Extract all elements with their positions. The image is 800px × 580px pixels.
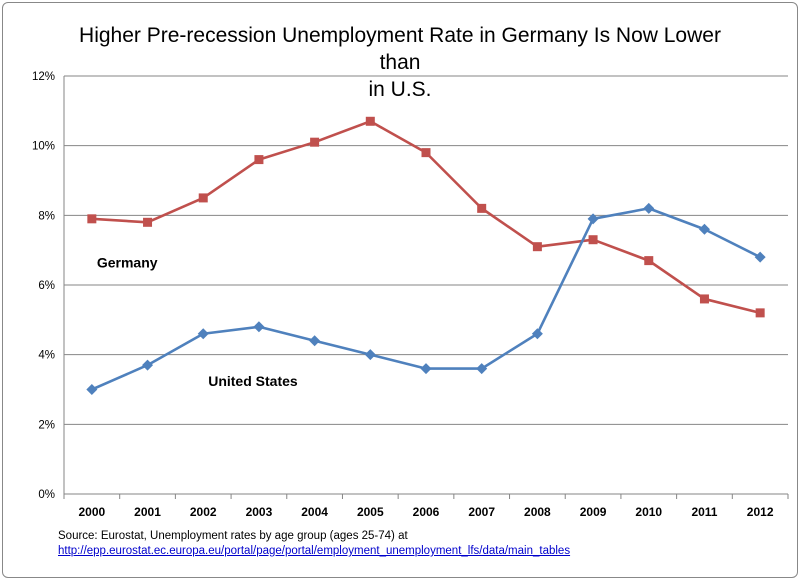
data-point-united-states	[754, 251, 766, 263]
x-tick-label: 2007	[468, 505, 495, 519]
y-tick-label: 2%	[38, 419, 55, 431]
data-point-united-states	[253, 321, 265, 333]
chart-title-line-2: in U.S.	[368, 78, 432, 101]
data-point-united-states	[86, 384, 98, 395]
y-tick-label: 8%	[38, 210, 55, 222]
y-tick-label: 4%	[38, 350, 55, 362]
data-point-germany	[699, 294, 709, 304]
x-tick-label: 2004	[301, 505, 328, 519]
data-point-united-states	[364, 349, 376, 361]
series-line-united-states	[91, 207, 761, 391]
data-point-united-states	[476, 363, 488, 375]
data-point-germany	[755, 308, 765, 318]
data-point-germany	[421, 148, 431, 158]
data-point-united-states	[698, 223, 710, 235]
annotation-label: Germany	[97, 255, 158, 271]
y-tick-label: 6%	[38, 280, 55, 292]
x-tick-label: 2003	[246, 505, 273, 519]
data-point-united-states	[587, 213, 599, 225]
x-tick-label: 2008	[524, 505, 551, 519]
data-point-germany	[588, 235, 598, 245]
x-tick-label: 2011	[691, 505, 717, 519]
y-tick-label: 12%	[32, 71, 55, 83]
data-point-germany	[365, 116, 375, 126]
data-point-germany	[143, 217, 153, 227]
x-tick-label: 2002	[190, 505, 217, 519]
data-point-germany	[198, 193, 208, 203]
x-tick-label: 2000	[78, 505, 105, 519]
chart-title: Higher Pre-recession Unemployment Rate i…	[60, 22, 740, 103]
data-point-germany	[532, 242, 542, 252]
x-tick-label: 2001	[134, 505, 161, 519]
x-tick-label: 2012	[747, 505, 774, 519]
source-note: Source: Eurostat, Unemployment rates by …	[58, 529, 570, 559]
y-tick-label: 0%	[38, 489, 55, 501]
data-point-united-states	[420, 363, 432, 375]
annotation-label: United States	[208, 373, 298, 389]
data-point-germany	[254, 155, 264, 165]
data-point-united-states	[142, 359, 154, 371]
data-point-germany	[644, 256, 654, 266]
source-text: Source: Eurostat, Unemployment rates by …	[58, 530, 408, 542]
x-tick-label: 2010	[635, 505, 662, 519]
data-point-germany	[477, 203, 487, 213]
x-tick-label: 2009	[580, 505, 607, 519]
source-link[interactable]: http://epp.eurostat.ec.europa.eu/portal/…	[58, 545, 571, 557]
x-tick-label: 2006	[413, 505, 440, 519]
chart-title-line-1: Higher Pre-recession Unemployment Rate i…	[79, 24, 721, 74]
y-tick-label: 10%	[32, 141, 55, 153]
data-point-germany	[87, 214, 97, 224]
data-point-united-states	[309, 335, 321, 347]
data-point-united-states	[197, 328, 209, 340]
x-tick-label: 2005	[357, 505, 384, 519]
data-point-united-states	[531, 328, 543, 340]
data-point-united-states	[643, 202, 655, 214]
data-point-germany	[310, 137, 320, 147]
